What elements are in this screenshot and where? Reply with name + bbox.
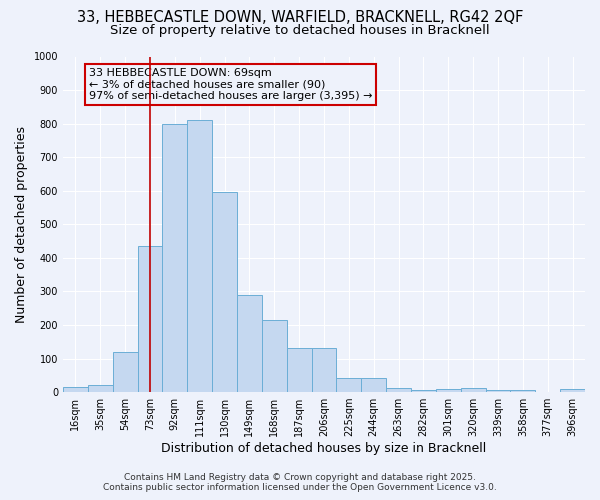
- Bar: [88, 386, 113, 392]
- Bar: [63, 387, 88, 392]
- X-axis label: Distribution of detached houses by size in Bracknell: Distribution of detached houses by size …: [161, 442, 487, 455]
- Bar: [386, 388, 411, 392]
- Bar: [113, 352, 137, 392]
- Bar: [187, 120, 212, 392]
- Text: Contains HM Land Registry data © Crown copyright and database right 2025.
Contai: Contains HM Land Registry data © Crown c…: [103, 473, 497, 492]
- Text: 33 HEBBECASTLE DOWN: 69sqm
← 3% of detached houses are smaller (90)
97% of semi-: 33 HEBBECASTLE DOWN: 69sqm ← 3% of detac…: [89, 68, 373, 102]
- Text: Size of property relative to detached houses in Bracknell: Size of property relative to detached ho…: [110, 24, 490, 37]
- Bar: [485, 390, 511, 392]
- Bar: [361, 378, 386, 392]
- Bar: [337, 378, 361, 392]
- Bar: [461, 388, 485, 392]
- Bar: [163, 124, 187, 392]
- Bar: [436, 390, 461, 392]
- Bar: [137, 246, 163, 392]
- Bar: [287, 348, 311, 392]
- Bar: [262, 320, 287, 392]
- Bar: [311, 348, 337, 392]
- Y-axis label: Number of detached properties: Number of detached properties: [15, 126, 28, 323]
- Bar: [511, 390, 535, 392]
- Bar: [560, 390, 585, 392]
- Text: 33, HEBBECASTLE DOWN, WARFIELD, BRACKNELL, RG42 2QF: 33, HEBBECASTLE DOWN, WARFIELD, BRACKNEL…: [77, 10, 523, 25]
- Bar: [237, 295, 262, 392]
- Bar: [411, 390, 436, 392]
- Bar: [212, 192, 237, 392]
